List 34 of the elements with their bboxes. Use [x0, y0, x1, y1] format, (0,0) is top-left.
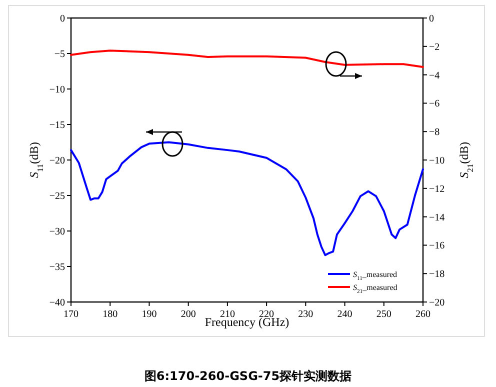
y-tick-label: −30	[49, 226, 65, 238]
y2-tick-label: −10	[429, 156, 445, 166]
y2-tick-label: −18	[429, 269, 445, 280]
legend-label: S$_{11}$_measured	[353, 270, 398, 282]
y2-tick-label: 0	[429, 14, 434, 24]
y-tick-label: −40	[49, 298, 65, 308]
y2-tick-label: −20	[429, 298, 445, 308]
y2-tick-label: −4	[429, 70, 440, 82]
x-tick-label: 200	[180, 309, 196, 320]
y-tick-label: 0	[60, 14, 65, 24]
x-tick-label: 250	[376, 309, 392, 320]
y2-tick-label: −14	[429, 212, 445, 224]
x-tick-label: 210	[220, 309, 235, 320]
x-tick-label: 190	[142, 309, 157, 320]
y-tick-label: −20	[49, 156, 65, 166]
y2-tick-label: −12	[429, 184, 445, 195]
legend-label: S$_{21}$_measured	[353, 283, 398, 295]
y2-tick-label: −16	[429, 240, 445, 252]
y2-tick-label: −6	[429, 98, 440, 110]
y-tick-label: −5	[54, 49, 65, 60]
x-tick-label: 230	[298, 309, 314, 320]
y-tick-label: −15	[49, 120, 65, 131]
y2-tick-label: −2	[429, 42, 440, 53]
y-tick-label: −25	[49, 191, 65, 202]
y-tick-label: −35	[49, 262, 65, 273]
caption: 图6:170-260-GSG-75探针实测数据	[144, 369, 352, 383]
x-tick-label: 260	[416, 309, 430, 320]
y2-tick-label: −8	[429, 127, 440, 138]
x-tick-label: 240	[337, 309, 352, 320]
x-tick-label: 180	[102, 309, 118, 320]
line-series	[70, 50, 424, 68]
x-tick-label: 170	[64, 309, 78, 320]
line-series	[70, 141, 424, 256]
y-tick-label: −10	[49, 84, 65, 96]
